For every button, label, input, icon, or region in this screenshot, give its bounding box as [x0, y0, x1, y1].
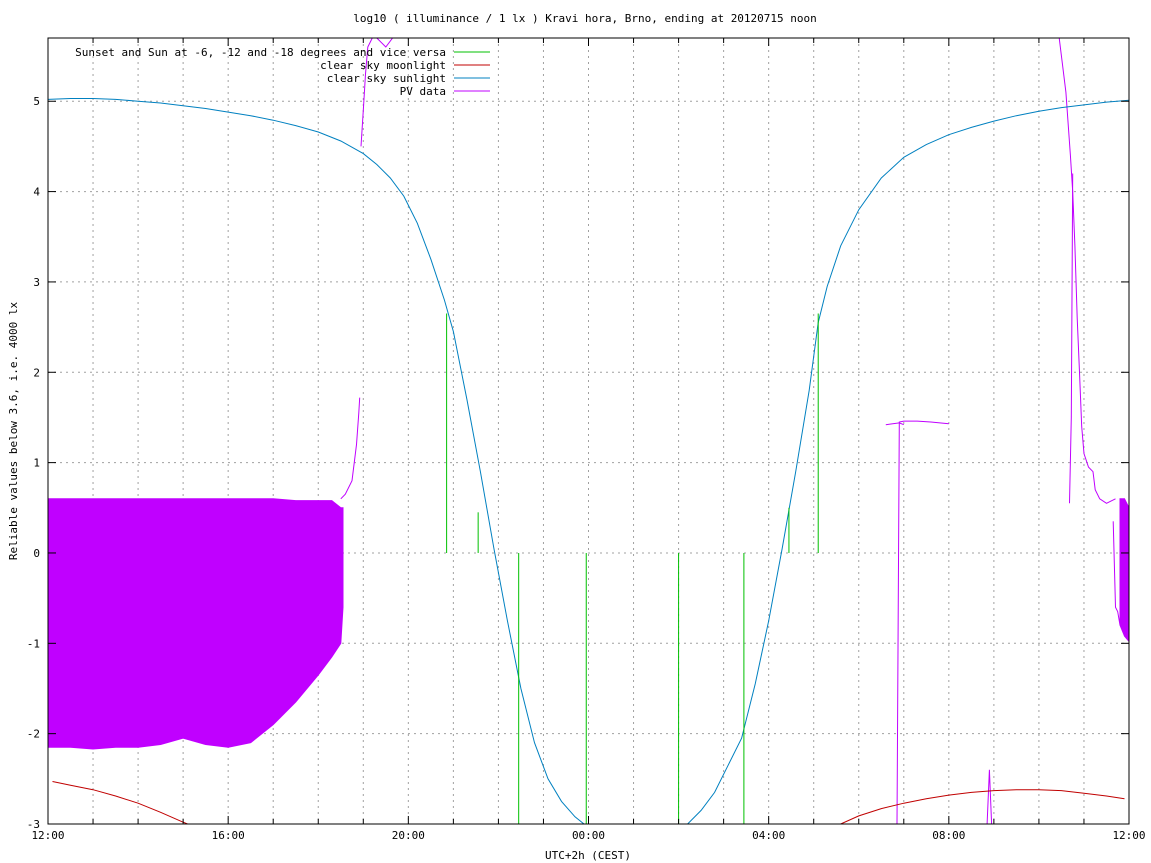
x-tick-label: 08:00 [932, 829, 965, 842]
chart-title: log10 ( illuminance / 1 lx ) Kravi hora,… [353, 12, 817, 25]
ticks: 12:00 16:00 20:00 00:00 04:00 08:00 12:00-3-2-… [27, 38, 1146, 842]
y-tick-label: 1 [33, 457, 40, 470]
series-line [1069, 173, 1074, 504]
series-line [840, 789, 1125, 824]
series-line [1112, 521, 1121, 626]
series-line [360, 38, 373, 147]
legend-label: Sunset and Sun at -6, -12 and -18 degree… [75, 46, 446, 59]
y-tick-label: 0 [33, 547, 40, 560]
x-tick-label: 16:00 [212, 829, 245, 842]
series-line [986, 769, 993, 824]
series-line [376, 38, 393, 48]
legend-label: PV data [400, 85, 446, 98]
series-line [340, 397, 361, 500]
legend-label: clear sky sunlight [327, 72, 446, 85]
series-line [885, 422, 904, 426]
series-line [896, 420, 949, 824]
series-1 [52, 781, 1125, 824]
y-tick-label: 5 [33, 95, 40, 108]
y-tick-label: 4 [33, 186, 40, 199]
x-axis-label: UTC+2h (CEST) [545, 849, 631, 862]
series-3 [48, 38, 1129, 824]
series-layer [48, 38, 1129, 824]
x-tick-label: 00:00 [572, 829, 605, 842]
y-tick-label: 3 [33, 276, 40, 289]
x-tick-label: 12:00 [31, 829, 64, 842]
legend-label: clear sky moonlight [320, 59, 446, 72]
y-tick-label: 2 [33, 366, 40, 379]
legend: Sunset and Sun at -6, -12 and -18 degree… [75, 46, 490, 98]
pv-data-band [48, 498, 344, 750]
series-line [1058, 38, 1116, 504]
series-line [52, 781, 188, 824]
pv-data-band [1119, 498, 1129, 643]
y-tick-label: -2 [27, 728, 40, 741]
y-tick-label: -1 [27, 637, 40, 650]
series-0 [446, 313, 819, 824]
y-tick-label: -3 [27, 818, 40, 831]
x-tick-label: 12:00 [1112, 829, 1145, 842]
x-tick-label: 20:00 [392, 829, 425, 842]
x-tick-label: 04:00 [752, 829, 785, 842]
y-axis-label: Reliable values below 3.6, i.e. 4000 lx [7, 301, 20, 560]
